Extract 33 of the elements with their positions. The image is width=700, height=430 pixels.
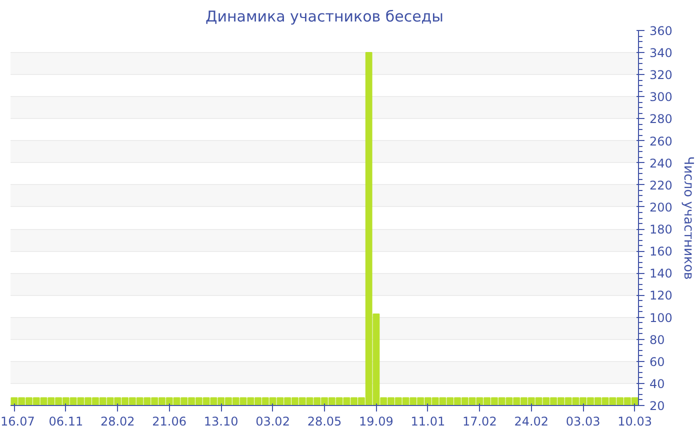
- x-tick-label: 24.02: [514, 414, 549, 428]
- x-tick-label: 06.11: [48, 414, 84, 428]
- x-tick-label: 16.07: [0, 414, 35, 428]
- x-tick-label: 03.03: [566, 414, 600, 428]
- x-tick-label: 28.02: [100, 414, 135, 428]
- chart-title: Динамика участников беседы: [205, 8, 444, 26]
- y-tick-label: 360: [650, 24, 672, 38]
- x-tick-label: 11.01: [410, 414, 446, 428]
- y-tick-label: 220: [650, 178, 672, 192]
- x-tick-label: 10.03: [618, 414, 652, 428]
- y-tick-label: 200: [650, 200, 672, 214]
- x-tick-label: 17.02: [462, 414, 497, 428]
- y-tick-label: 60: [650, 354, 665, 369]
- y-tick-label: 180: [650, 222, 672, 237]
- y-tick-label: 300: [650, 90, 672, 104]
- y-axis-title: Число участников: [680, 156, 696, 280]
- y-tick-label: 120: [650, 288, 672, 303]
- y-tick-label: 320: [650, 68, 672, 82]
- y-tick-label: 80: [650, 332, 665, 347]
- x-tick-label: 03.02: [256, 414, 290, 428]
- y-tick-label: 100: [650, 310, 672, 325]
- x-tick-label: 19.09: [359, 414, 394, 428]
- y-tick-label: 280: [650, 112, 672, 126]
- x-tick-label: 21.06: [152, 414, 187, 428]
- y-tick-label: 260: [650, 134, 672, 148]
- y-tick-label: 340: [650, 46, 672, 60]
- y-tick-label: 140: [650, 266, 672, 281]
- y-tick-label: 240: [650, 156, 672, 170]
- y-tick-label: 160: [650, 244, 672, 259]
- x-tick-label: 13.10: [204, 414, 238, 428]
- x-tick-label: 28.05: [307, 414, 342, 428]
- y-tick-label: 20: [650, 399, 665, 413]
- y-tick-label: 40: [650, 376, 665, 391]
